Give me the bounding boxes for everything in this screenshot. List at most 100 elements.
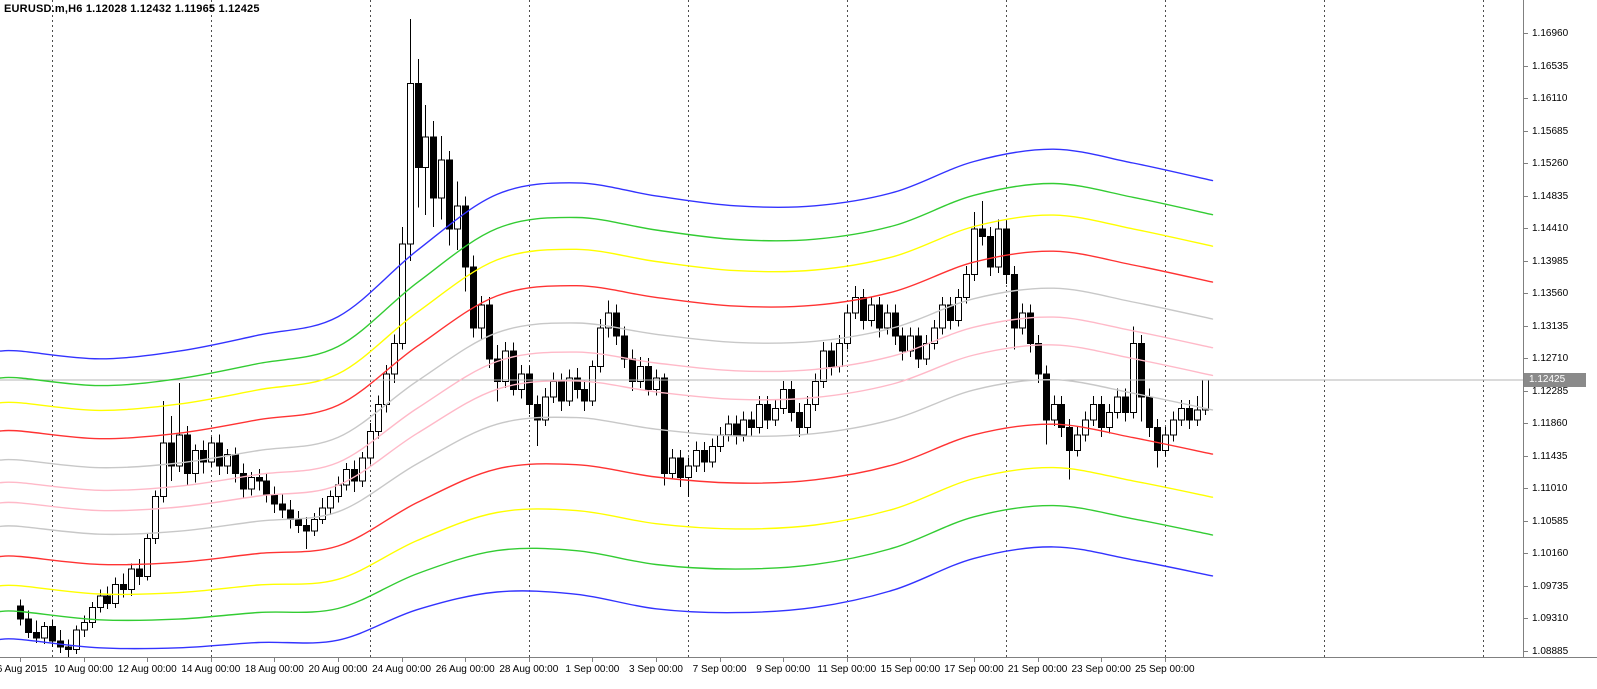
time-axis-label: 1 Sep 00:00 — [565, 664, 620, 675]
candle-body — [701, 450, 708, 463]
price-axis[interactable]: 1.16960 1.16535 1.16110 1.15685 1.15260 1.148… — [1522, 0, 1597, 657]
price-axis-label: 1.13985 — [1522, 255, 1569, 267]
price-axis-label: 1.12710 — [1522, 353, 1569, 364]
candle — [494, 345, 501, 402]
candle — [518, 364, 525, 399]
candle-body — [144, 537, 151, 578]
candle-body — [589, 365, 596, 402]
band-line-pink-lower — [0, 344, 1214, 512]
time-axis-label: 25 Sep 00:00 — [1135, 664, 1195, 675]
candle — [550, 372, 557, 404]
candle-body — [995, 228, 1002, 268]
time-axis-label: 24 Aug 00:00 — [372, 664, 432, 675]
candle-body — [1130, 342, 1137, 413]
candle-body — [415, 82, 422, 169]
candle-body — [558, 381, 565, 402]
time-axis-tick — [465, 658, 466, 662]
candle — [804, 396, 811, 434]
candle-body — [128, 568, 135, 591]
candle — [256, 468, 263, 491]
time-axis-label: 28 Aug 00:00 — [499, 664, 559, 675]
candle-body — [375, 404, 382, 432]
price-axis-label: 1.16960 — [1522, 28, 1569, 39]
candle — [963, 266, 970, 304]
candle-body — [677, 457, 684, 478]
candle — [852, 286, 859, 319]
candle — [295, 510, 302, 534]
candle-body — [216, 442, 223, 467]
candle-body — [152, 495, 159, 539]
candle-body — [311, 518, 318, 532]
candle — [1011, 266, 1018, 350]
band-line-blue-upper — [0, 148, 1214, 360]
candle-body — [1162, 434, 1169, 452]
candle — [860, 289, 867, 330]
candle-body — [1154, 427, 1161, 452]
time-axis-tick — [147, 658, 148, 662]
candle-body — [256, 476, 263, 482]
candle-body — [502, 350, 509, 383]
price-axis-label: 1.09310 — [1522, 613, 1569, 624]
candle — [279, 493, 286, 518]
candle-body — [446, 159, 453, 230]
candle — [1051, 395, 1058, 427]
price-chart-canvas[interactable] — [0, 0, 1523, 657]
band-line-green-upper — [0, 182, 1214, 387]
candle-body — [271, 494, 278, 505]
candle-body — [693, 450, 700, 467]
chart-plot-area[interactable]: EURUSD.m,H6 1.12028 1.12432 1.11965 1.12… — [0, 0, 1523, 657]
candle — [534, 395, 541, 446]
candle-body — [574, 377, 581, 390]
candle — [65, 639, 72, 657]
candle — [1106, 403, 1113, 434]
candle-body — [160, 442, 167, 497]
candle — [17, 599, 24, 626]
candle-body — [49, 625, 56, 642]
candle-body — [1003, 228, 1010, 276]
candle — [1178, 400, 1185, 427]
band-line-pink-upper — [0, 316, 1214, 492]
band-line-yellow-lower — [0, 466, 1214, 596]
candle — [1194, 396, 1201, 427]
candle-body — [645, 365, 652, 390]
candle-body — [81, 622, 88, 631]
candle — [271, 486, 278, 514]
candle — [502, 341, 509, 388]
candle-body — [621, 335, 628, 360]
candle-body — [931, 327, 938, 344]
time-axis-tick — [1038, 658, 1039, 662]
candle-body — [725, 423, 732, 436]
candle — [677, 449, 684, 488]
band-line-red-upper — [0, 250, 1214, 440]
candle-body — [1194, 409, 1201, 421]
candle-body — [955, 297, 962, 322]
candle — [939, 296, 946, 335]
candle-body — [383, 373, 390, 406]
time-axis-label: 15 Sep 00:00 — [880, 664, 941, 675]
candle — [1202, 379, 1209, 415]
price-axis-label: 1.15685 — [1522, 125, 1569, 137]
candle — [526, 365, 533, 414]
candle — [589, 360, 596, 407]
time-axis-tick — [720, 658, 721, 662]
band-line-blue-lower — [0, 546, 1214, 650]
candle — [112, 577, 119, 609]
candle-body — [828, 350, 835, 367]
time-axis[interactable]: 6 Aug 2015 10 Aug 00:00 12 Aug 00:00 14 Aug… — [0, 657, 1597, 689]
time-axis-label: 10 Aug 00:00 — [54, 664, 114, 675]
candle — [844, 304, 851, 350]
time-axis-tick — [910, 658, 911, 662]
candle-body — [550, 381, 557, 398]
candle-body — [685, 465, 692, 478]
time-axis-tick — [211, 658, 212, 662]
candle — [486, 296, 493, 368]
candle-body — [438, 159, 445, 199]
candle — [1170, 411, 1177, 442]
candles-series — [17, 19, 1209, 657]
time-axis-label: 11 Sep 00:00 — [817, 664, 877, 675]
candle-body — [836, 342, 843, 367]
candle — [152, 490, 159, 544]
candle-body — [200, 450, 207, 463]
candle — [335, 476, 342, 503]
